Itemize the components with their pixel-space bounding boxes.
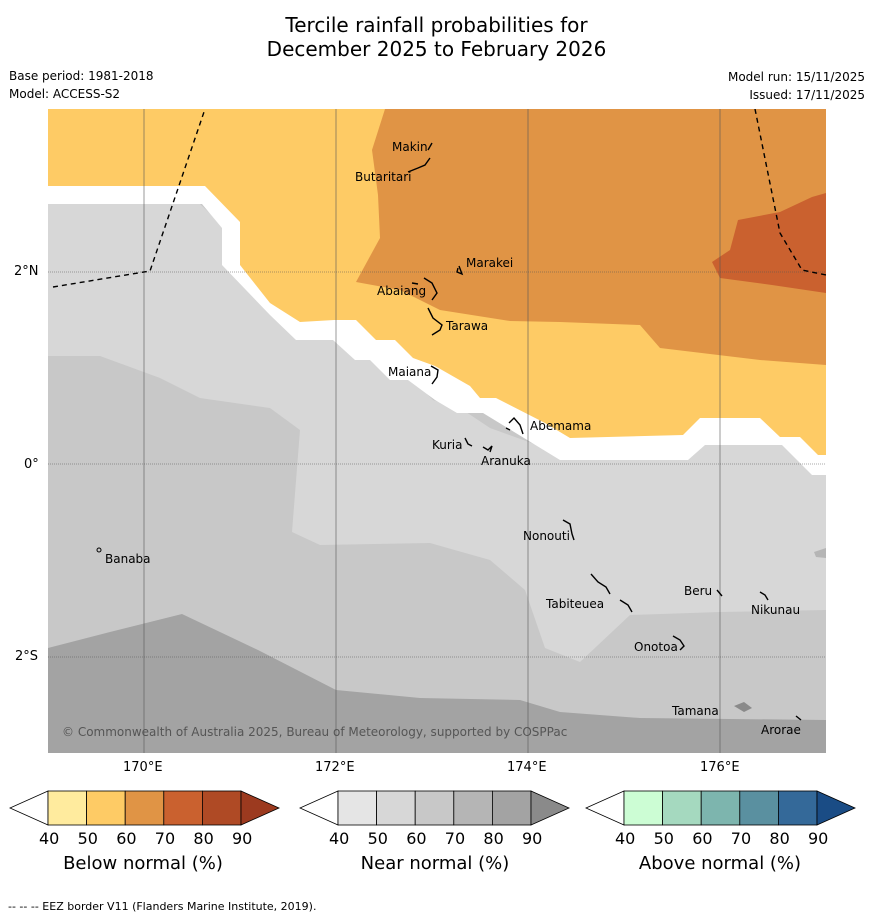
colorbar-segment (240, 790, 280, 826)
colorbar-tick-label: 80 (193, 829, 214, 848)
label-maiana: Maiana (388, 365, 431, 379)
label-tarawa: Tarawa (445, 319, 488, 333)
issued-date: Issued: 17/11/2025 (749, 88, 865, 102)
lon-label-174e: 174°E (507, 760, 547, 775)
label-nonouti: Nonouti (523, 529, 570, 543)
colorbar-segment (414, 790, 455, 826)
island-outlines (407, 142, 802, 721)
colorbar-segment (491, 790, 532, 826)
label-aranuka: Aranuka (481, 454, 531, 468)
colorbar-segment (47, 790, 87, 826)
colorbar-segment (739, 790, 779, 826)
model-name: Model: ACCESS-S2 (9, 87, 121, 101)
colorbar-tick-label: 50 (653, 829, 674, 848)
colorbar-tick-label: 40 (329, 829, 350, 848)
label-makin: Makin (392, 140, 428, 154)
lon-label-172e: 172°E (315, 760, 355, 775)
colorbar-tick-label: 70 (154, 829, 176, 848)
colorbar-segment (816, 790, 856, 826)
colorbar-tick-label: 70 (730, 829, 752, 848)
colorbar-below-label: Below normal (%) (63, 853, 223, 874)
label-marakei: Marakei (466, 256, 513, 270)
region-near-70-spot (814, 548, 826, 558)
colorbar-segment (299, 790, 339, 826)
colorbar-segment (623, 790, 663, 826)
colorbar-segment (778, 790, 818, 826)
label-abemama: Abemama (530, 419, 591, 433)
colorbar-tick-label: 40 (39, 829, 60, 848)
region-near-70 (48, 614, 826, 753)
title-line-2: December 2025 to February 2026 (266, 37, 607, 61)
eez-borders (52, 109, 826, 288)
colorbar-segment (163, 790, 203, 826)
colorbar-tick-label: 60 (116, 829, 137, 848)
copyright-notice: © Commonwealth of Australia 2025, Bureau… (62, 725, 567, 739)
colorbar-tick-label: 90 (522, 829, 543, 848)
colorbar-segment (376, 790, 416, 826)
colorbars (9, 790, 856, 826)
label-abaiang: Abaiang (377, 284, 426, 298)
colorbar-tick-label: 60 (406, 829, 427, 848)
colorbar-segment (86, 790, 126, 826)
colorbar-tick-label: 50 (77, 829, 98, 848)
colorbar-tick-label: 40 (615, 829, 636, 848)
probability-map: Makin Butaritari Marakei Abaiang Tarawa … (48, 109, 826, 753)
lon-label-170e: 170°E (123, 760, 163, 775)
lat-label-2n: 2°N (14, 264, 39, 279)
colorbar-segment (201, 790, 242, 826)
colorbar-tick-label: 60 (692, 829, 713, 848)
model-run: Model run: 15/11/2025 (727, 70, 865, 84)
tamana-island (734, 702, 752, 712)
lat-label-0: 0° (24, 457, 39, 472)
colorbar-tick-label: 90 (232, 829, 253, 848)
label-beru: Beru (684, 584, 712, 598)
label-arorae: Arorae (761, 723, 801, 737)
label-onotoa: Onotoa (634, 640, 678, 654)
label-banaba: Banaba (105, 552, 151, 566)
colorbar-above (585, 790, 856, 826)
colorbar-segment (530, 790, 570, 826)
region-below-70 (712, 193, 826, 293)
label-tamana: Tamana (671, 704, 719, 718)
region-near-50 (48, 204, 826, 662)
title-line-1: Tercile rainfall probabilities for (285, 13, 588, 37)
colorbar-segment (662, 790, 702, 826)
colorbar-tick-label: 90 (808, 829, 829, 848)
colorbar-segment (585, 790, 625, 826)
label-butaritari: Butaritari (355, 170, 412, 184)
banaba-island (96, 547, 102, 553)
colorbar-segment (124, 790, 165, 826)
lon-label-176e: 176°E (700, 760, 740, 775)
label-nikunau: Nikunau (751, 603, 800, 617)
colorbar-segment (700, 790, 741, 826)
colorbar-below (9, 790, 280, 826)
region-below-60 (356, 109, 826, 365)
base-period: Base period: 1981-2018 (9, 69, 154, 83)
colorbar-above-label: Above normal (%) (638, 853, 802, 874)
colorbar-segment (453, 790, 493, 826)
colorbar-segment (9, 790, 49, 826)
colorbar-near (299, 790, 570, 826)
label-kuria: Kuria (432, 438, 463, 452)
colorbar-near-label: Near normal (%) (360, 853, 510, 874)
eez-legend-footer: -- -- -- EEZ border V11 (Flanders Marine… (8, 900, 317, 913)
lat-label-2s: 2°S (15, 649, 39, 664)
colorbar-tick-label: 50 (367, 829, 388, 848)
colorbar-tick-label: 80 (483, 829, 504, 848)
label-tabiteuea: Tabiteuea (545, 597, 604, 611)
colorbar-tick-label: 70 (444, 829, 466, 848)
colorbar-tick-label: 80 (769, 829, 790, 848)
colorbar-segment (337, 790, 377, 826)
gridlines (48, 109, 826, 753)
